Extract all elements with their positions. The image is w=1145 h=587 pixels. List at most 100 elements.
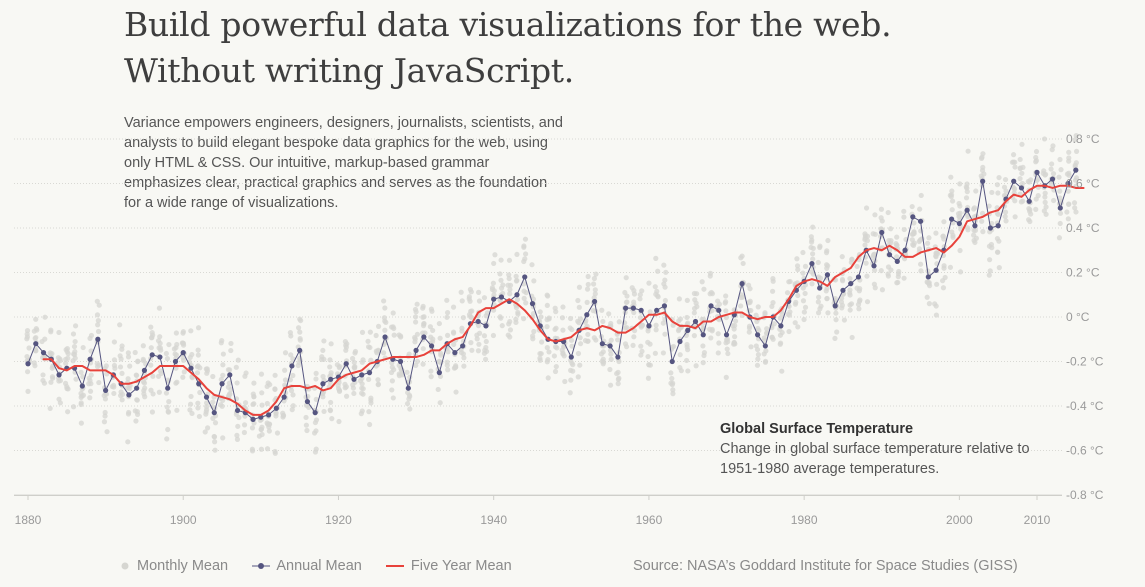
monthly-mean-point xyxy=(158,370,164,377)
monthly-mean-point xyxy=(810,224,816,230)
monthly-mean-point xyxy=(234,436,241,442)
monthly-mean-point xyxy=(942,274,948,281)
monthly-mean-point xyxy=(166,399,172,405)
monthly-mean-point xyxy=(715,350,721,356)
monthly-mean-point xyxy=(910,242,917,249)
x-tick-label: 1960 xyxy=(636,513,663,527)
monthly-mean-point xyxy=(955,211,962,217)
monthly-mean-point xyxy=(492,252,498,258)
monthly-mean-point xyxy=(994,182,1001,188)
monthly-mean-point xyxy=(600,318,606,325)
monthly-mean-point xyxy=(771,321,777,327)
monthly-mean-point xyxy=(134,408,140,415)
monthly-mean-point xyxy=(368,400,374,406)
annual-mean-point xyxy=(211,410,217,416)
monthly-mean-point xyxy=(420,361,426,367)
monthly-mean-point xyxy=(794,256,800,262)
monthly-mean-point xyxy=(862,231,868,237)
monthly-mean-point xyxy=(126,409,132,416)
monthly-mean-point xyxy=(854,263,860,270)
monthly-mean-point xyxy=(71,352,78,358)
monthly-mean-point xyxy=(203,411,209,417)
monthly-mean-point xyxy=(901,226,907,233)
annual-mean-point xyxy=(599,341,605,347)
monthly-mean-point xyxy=(444,297,450,303)
monthly-mean-point xyxy=(653,255,659,261)
monthly-mean-point xyxy=(157,345,164,351)
monthly-mean-point xyxy=(288,352,294,358)
monthly-mean-point xyxy=(218,376,224,383)
monthly-mean-point xyxy=(48,379,54,385)
monthly-mean-point xyxy=(349,355,356,362)
monthly-mean-point xyxy=(119,397,125,403)
annual-mean-point xyxy=(1034,169,1040,175)
monthly-mean-point xyxy=(47,350,53,356)
monthly-mean-point xyxy=(450,304,457,310)
monthly-mean-point xyxy=(691,310,697,316)
monthly-mean-point xyxy=(259,402,265,408)
monthly-mean-point xyxy=(366,409,372,415)
monthly-mean-point xyxy=(567,390,573,396)
monthly-mean-point xyxy=(515,309,521,316)
monthly-mean-point xyxy=(437,335,443,341)
monthly-mean-point xyxy=(652,350,658,356)
monthly-mean-point xyxy=(755,304,761,310)
monthly-mean-point xyxy=(1058,167,1064,173)
monthly-mean-point xyxy=(141,391,147,397)
monthly-mean-point xyxy=(313,396,319,402)
annual-mean-point xyxy=(708,303,714,309)
monthly-mean-point xyxy=(545,357,551,363)
monthly-mean-point xyxy=(459,325,465,331)
monthly-mean-point xyxy=(258,446,265,452)
monthly-mean-point xyxy=(559,315,566,321)
monthly-mean-point xyxy=(274,430,281,436)
legend-label-annual: Annual Mean xyxy=(276,558,362,575)
monthly-mean-point xyxy=(102,413,108,419)
monthly-mean-point xyxy=(623,344,630,350)
monthly-mean-point xyxy=(808,234,814,240)
monthly-mean-point xyxy=(823,250,830,256)
annual-mean-point xyxy=(1073,167,1079,173)
monthly-mean-point xyxy=(738,294,744,301)
monthly-mean-point xyxy=(288,387,295,394)
monthly-mean-point xyxy=(911,220,917,226)
annual-mean-point xyxy=(421,334,427,340)
annual-mean-point xyxy=(809,261,815,267)
monthly-mean-point xyxy=(467,286,474,293)
monthly-mean-point xyxy=(825,237,831,244)
annual-mean-point xyxy=(832,303,838,309)
monthly-mean-point xyxy=(126,385,132,392)
monthly-mean-point xyxy=(375,381,381,387)
monthly-mean-point xyxy=(607,366,613,373)
monthly-mean-point xyxy=(522,256,528,262)
monthly-mean-point xyxy=(552,305,558,311)
monthly-mean-point xyxy=(1043,204,1049,210)
monthly-mean-point xyxy=(576,304,582,310)
monthly-mean-point xyxy=(949,207,955,213)
monthly-mean-point xyxy=(606,311,612,317)
monthly-mean-point xyxy=(801,316,807,323)
monthly-mean-point xyxy=(266,428,272,434)
monthly-mean-point xyxy=(917,261,924,267)
monthly-mean-point xyxy=(327,357,333,363)
monthly-mean-point xyxy=(592,287,598,293)
headline: Build powerful data visualizations for t… xyxy=(124,2,892,94)
monthly-mean-point xyxy=(801,309,807,315)
monthly-mean-point xyxy=(195,400,201,406)
monthly-mean-point xyxy=(957,181,963,187)
monthly-mean-point xyxy=(435,386,441,393)
monthly-mean-point xyxy=(647,341,653,347)
annual-mean-point xyxy=(661,303,668,309)
monthly-mean-point xyxy=(777,315,783,321)
monthly-mean-point xyxy=(111,384,117,390)
monthly-mean-point xyxy=(174,407,180,413)
monthly-mean-point xyxy=(211,434,218,440)
monthly-mean-point xyxy=(833,317,839,323)
monthly-mean-point xyxy=(226,380,232,386)
monthly-mean-point xyxy=(389,387,395,393)
monthly-mean-point xyxy=(445,349,451,355)
monthly-mean-point xyxy=(661,262,667,268)
monthly-mean-point xyxy=(388,369,395,376)
monthly-mean-point xyxy=(738,303,744,309)
